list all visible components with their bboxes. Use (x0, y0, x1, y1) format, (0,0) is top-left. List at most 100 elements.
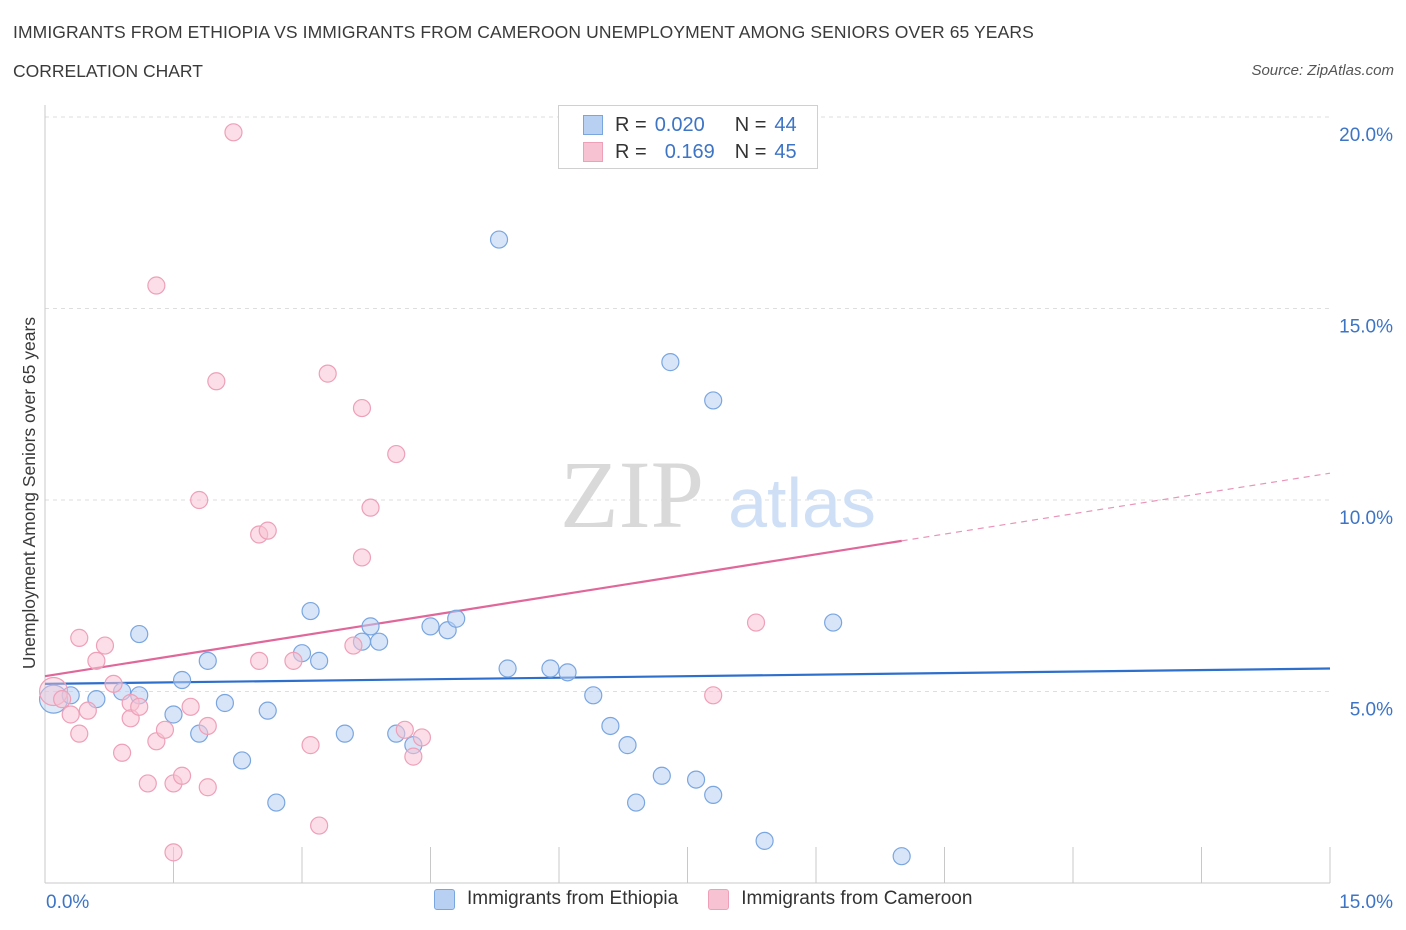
data-point-ethiopia (626, 793, 646, 812)
data-point-cameroon (310, 816, 329, 835)
data-point-cameroon (704, 686, 723, 705)
legend-swatch-ethiopia (583, 115, 603, 135)
legend-row-cameroon: R = 0.169 N = 45 (583, 139, 797, 165)
data-point-cameroon (198, 716, 217, 736)
data-point-cameroon (130, 697, 149, 716)
legend-n-label: N = (734, 140, 767, 163)
series-legend: Immigrants from Ethiopia Immigrants from… (434, 888, 1002, 910)
data-point-cameroon (112, 743, 132, 762)
data-point-ethiopia (541, 659, 560, 678)
tick-labels: 5.0% 10.0% 15.0% 20.0% 0.0% 15.0% (46, 125, 1393, 913)
data-point-ethiopia (267, 793, 286, 812)
legend-r-value: 0.020 (654, 113, 705, 136)
data-point-ethiopia (704, 391, 723, 410)
data-point-ethiopia (652, 766, 671, 785)
data-point-cameroon (87, 651, 106, 670)
x-tick-label: 15.0% (1339, 892, 1393, 913)
data-point-ethiopia (232, 751, 252, 770)
y-tick-label: 10.0% (1339, 508, 1393, 529)
data-point-cameroon (318, 364, 337, 383)
data-point-cameroon (224, 123, 243, 142)
data-point-cameroon (250, 651, 269, 670)
data-point-cameroon (61, 705, 80, 724)
data-point-cameroon (104, 674, 123, 693)
x-tick-label: 0.0% (46, 892, 89, 913)
data-point-cameroon (258, 521, 277, 540)
watermark-zip: ZIP (560, 441, 704, 548)
y-tick-label: 5.0% (1350, 700, 1393, 721)
legend-r-value: 0.169 (664, 140, 715, 163)
data-point-ethiopia (421, 617, 440, 636)
data-point-cameroon (155, 720, 175, 739)
data-point-ethiopia (704, 785, 723, 805)
legend-swatch-cameroon (708, 888, 730, 910)
data-point-ethiopia (892, 847, 911, 866)
data-point-cameroon (70, 628, 89, 647)
data-point-cameroon (190, 490, 209, 510)
data-point-cameroon (181, 697, 200, 716)
data-point-cameroon (172, 766, 192, 785)
legend-item-cameroon: Immigrants from Cameroon (708, 888, 972, 910)
data-point-ethiopia (130, 624, 149, 644)
data-point-ethiopia (755, 831, 774, 850)
legend-label-ethiopia: Immigrants from Ethiopia (467, 888, 679, 909)
data-point-cameroon (344, 636, 363, 655)
data-point-ethiopia (370, 632, 389, 651)
legend-r-label: R = (615, 140, 647, 163)
data-point-cameroon (746, 613, 766, 632)
data-point-cameroon (138, 774, 157, 793)
data-point-ethiopia (489, 230, 509, 249)
data-point-ethiopia (310, 651, 329, 670)
data-point-cameroon (207, 372, 226, 391)
data-point-ethiopia (172, 670, 192, 690)
data-point-cameroon (387, 444, 406, 464)
axes (44, 105, 1331, 884)
data-point-ethiopia (661, 353, 680, 372)
legend-n-label: N = (734, 113, 767, 136)
trend-line-cameroon (44, 539, 902, 678)
data-point-ethiopia (198, 651, 217, 670)
data-point-cameroon (284, 651, 303, 670)
data-point-ethiopia (601, 716, 620, 736)
data-point-cameroon (301, 736, 320, 755)
data-point-ethiopia (164, 705, 183, 724)
data-point-cameroon (78, 701, 97, 720)
trend-line-extension-cameroon (901, 472, 1331, 542)
data-point-ethiopia (361, 617, 380, 636)
data-point-ethiopia (558, 663, 577, 682)
data-point-cameroon (352, 398, 372, 418)
data-point-cameroon (147, 276, 166, 295)
chart-title: IMMIGRANTS FROM ETHIOPIA VS IMMIGRANTS F… (13, 22, 1034, 42)
gridlines (45, 116, 1330, 692)
data-point-cameroon (95, 636, 115, 655)
data-point-ethiopia (498, 659, 517, 678)
legend-label-cameroon: Immigrants from Cameroon (741, 888, 973, 909)
source-label: Source: ZipAtlas.com (1251, 62, 1394, 79)
data-point-ethiopia (258, 701, 277, 720)
watermark-atlas: atlas (728, 464, 876, 542)
data-point-ethiopia (335, 724, 354, 743)
y-tick-label: 20.0% (1339, 125, 1393, 146)
data-point-cameroon (53, 690, 72, 709)
data-points (38, 123, 911, 866)
y-axis-label: Unemployment Among Seniors over 65 years (19, 317, 39, 669)
data-point-ethiopia (584, 686, 603, 705)
data-point-cameroon (412, 728, 432, 747)
data-point-ethiopia (447, 609, 466, 628)
watermark: ZIP atlas (560, 441, 876, 548)
data-point-cameroon (70, 724, 89, 743)
legend-item-ethiopia: Immigrants from Ethiopia (434, 888, 678, 910)
data-point-ethiopia (686, 770, 706, 789)
legend-swatch-ethiopia (434, 888, 455, 910)
data-point-cameroon (404, 747, 423, 766)
y-tick-label: 15.0% (1339, 317, 1393, 338)
data-point-cameroon (361, 498, 380, 517)
legend-r-label: R = (615, 113, 647, 136)
data-point-cameroon (395, 720, 414, 739)
data-point-cameroon (352, 548, 372, 567)
data-point-ethiopia (301, 601, 320, 621)
trend-lines (44, 472, 1331, 685)
legend-row-ethiopia: R = 0.020 N = 44 (583, 112, 797, 138)
data-point-cameroon (198, 778, 217, 797)
chart-subtitle: CORRELATION CHART (13, 61, 203, 81)
